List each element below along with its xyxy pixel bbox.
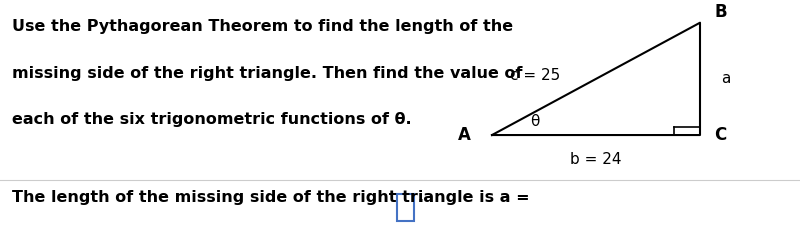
Text: A: A: [458, 126, 470, 144]
Text: The length of the missing side of the right triangle is a =: The length of the missing side of the ri…: [12, 190, 530, 205]
Text: .: .: [418, 190, 424, 205]
Text: a: a: [722, 71, 731, 86]
Text: c = 25: c = 25: [510, 68, 560, 83]
Text: Use the Pythagorean Theorem to find the length of the: Use the Pythagorean Theorem to find the …: [12, 19, 513, 34]
Bar: [397, 194, 414, 221]
Text: missing side of the right triangle. Then find the value of: missing side of the right triangle. Then…: [12, 66, 522, 81]
Text: each of the six trigonometric functions of θ.: each of the six trigonometric functions …: [12, 112, 412, 127]
Text: B: B: [714, 3, 727, 21]
Text: b = 24: b = 24: [570, 152, 622, 167]
Text: C: C: [714, 126, 726, 144]
Text: θ: θ: [530, 114, 540, 129]
